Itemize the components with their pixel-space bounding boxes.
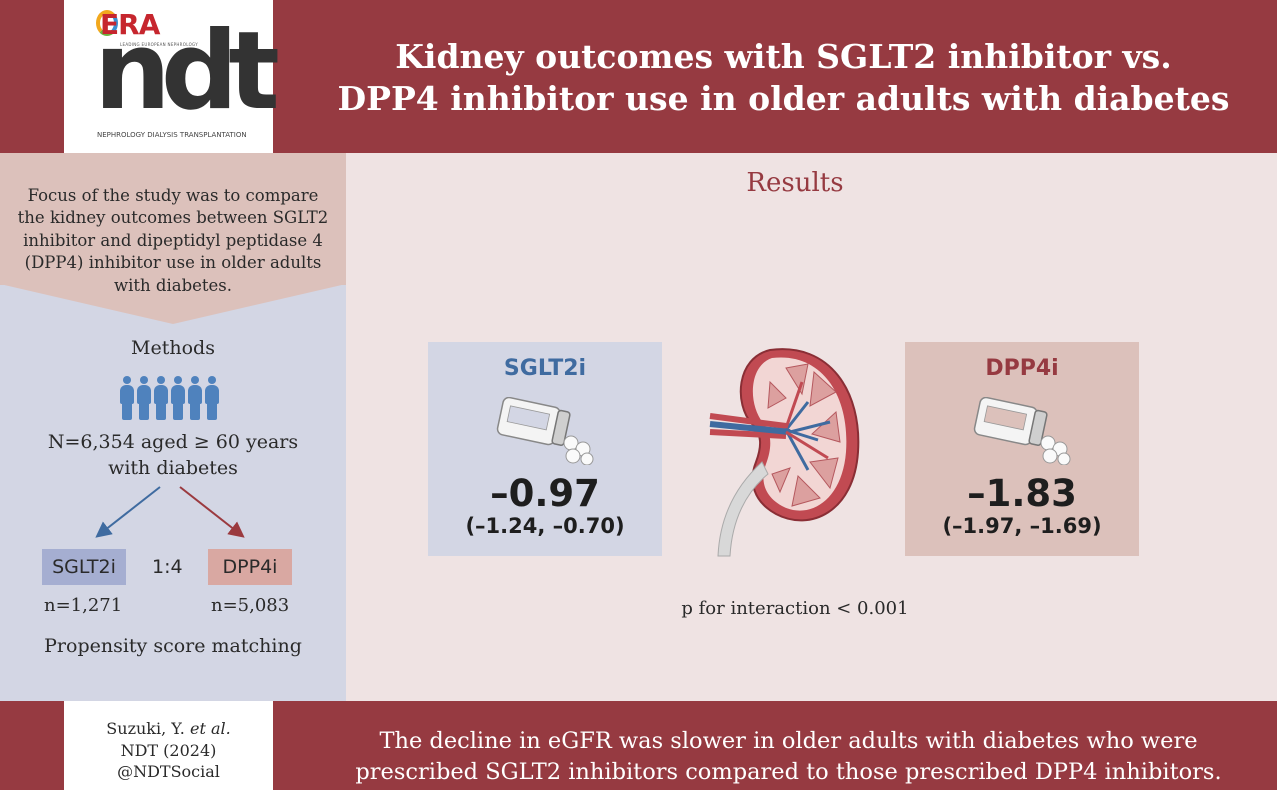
ndt-logo-subtitle: NEPHROLOGY DIALYSIS TRANSPLANTATION bbox=[97, 131, 247, 139]
dpp4i-result-card: DPP4i –1.83 (–1.97, –1.69) bbox=[905, 342, 1139, 556]
focus-text: Focus of the study was to compare the ki… bbox=[17, 186, 329, 295]
person-icon bbox=[136, 376, 152, 420]
methods-panel bbox=[0, 285, 346, 701]
results-title: Results bbox=[746, 168, 844, 198]
conclusion-line-1: The decline in eGFR was slower in older … bbox=[379, 728, 1198, 754]
people-icon-group bbox=[119, 376, 220, 420]
p-interaction: p for interaction < 0.001 bbox=[681, 598, 909, 619]
person-icon bbox=[204, 376, 220, 420]
sglt2i-result-card: SGLT2i –0.97 (–1.24, –0.70) bbox=[428, 342, 662, 556]
conclusion-line-2: prescribed SGLT2 inhibitors compared to … bbox=[355, 758, 1222, 785]
split-arrows-icon bbox=[95, 486, 245, 538]
dpp4i-ci: (–1.97, –1.69) bbox=[942, 514, 1102, 538]
dpp4i-count: n=5,083 bbox=[211, 595, 290, 616]
pill-bottle-icon bbox=[973, 397, 1071, 465]
ndt-logo-text: ndt bbox=[94, 9, 280, 134]
page-title: Kidney outcomes with SGLT2 inhibitor vs.… bbox=[290, 36, 1277, 120]
title-line-1: Kidney outcomes with SGLT2 inhibitor vs. bbox=[395, 37, 1172, 76]
dpp4i-value: –1.83 bbox=[967, 472, 1077, 515]
sglt2i-ci: (–1.24, –0.70) bbox=[465, 514, 625, 538]
citation: Suzuki, Y. et al. NDT (2024) @NDTSocial bbox=[64, 718, 273, 783]
era-logo-subtitle: LEADING EUROPEAN NEPHROLOGY bbox=[120, 42, 198, 47]
methods-title: Methods bbox=[131, 337, 215, 359]
title-line-2: DPP4 inhibitor use in older adults with … bbox=[337, 78, 1230, 118]
citation-author: Suzuki, Y. bbox=[106, 719, 185, 738]
era-logo-text: ERA bbox=[100, 8, 160, 41]
sglt2i-value: –0.97 bbox=[490, 472, 600, 515]
pill-bottle-icon bbox=[496, 397, 594, 465]
sglt2i-label: SGLT2i bbox=[503, 356, 587, 381]
kidney-illustration-icon bbox=[709, 348, 860, 557]
person-icon bbox=[119, 376, 135, 420]
person-icon bbox=[153, 376, 169, 420]
matching-method: Propensity score matching bbox=[44, 635, 302, 657]
population-line-2: with diabetes bbox=[108, 456, 238, 479]
conclusion: The decline in eGFR was slower in older … bbox=[300, 726, 1277, 787]
sglt2i-group-tag: SGLT2i bbox=[42, 549, 126, 585]
journal-logo: ERA LEADING EUROPEAN NEPHROLOGY ndt NEPH… bbox=[64, 0, 280, 153]
population-line-1: N=6,354 aged ≥ 60 years bbox=[47, 431, 299, 453]
era-ring-icon bbox=[96, 10, 118, 36]
person-icon bbox=[187, 376, 203, 420]
dpp4i-group-tag: DPP4i bbox=[208, 549, 292, 585]
matching-ratio: 1:4 bbox=[152, 556, 183, 578]
dpp4i-label: DPP4i bbox=[985, 356, 1059, 381]
focus-pointer bbox=[0, 284, 346, 324]
citation-journal: NDT (2024) bbox=[120, 740, 217, 760]
population-text: N=6,354 aged ≥ 60 years with diabetes bbox=[0, 430, 346, 481]
sglt2i-count: n=1,271 bbox=[44, 595, 123, 616]
citation-handle[interactable]: @NDTSocial bbox=[117, 762, 220, 782]
citation-box bbox=[64, 701, 273, 790]
person-icon bbox=[170, 376, 186, 420]
citation-etal: et al. bbox=[189, 719, 231, 738]
